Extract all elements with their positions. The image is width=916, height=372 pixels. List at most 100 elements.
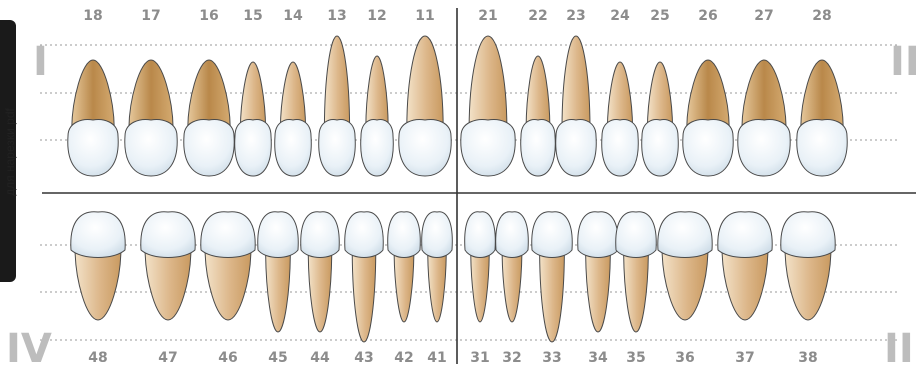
tooth-lower-46	[200, 211, 256, 321]
tooth-number-label: 12	[367, 8, 387, 24]
tooth-number-label: 25	[650, 8, 670, 24]
tooth-root	[585, 247, 611, 333]
tooth-root	[323, 35, 351, 131]
tooth-lower-35	[615, 211, 657, 333]
tooth-lower-43	[344, 211, 384, 343]
tooth-root	[501, 247, 523, 323]
tooth-upper-11	[398, 35, 452, 177]
tooth-root	[686, 59, 730, 131]
tooth-crown	[460, 119, 516, 177]
tooth-upper-17	[124, 59, 178, 177]
quadrant-label-4: IV	[6, 326, 52, 372]
tooth-root	[239, 61, 267, 131]
tooth-upper-13	[318, 35, 356, 177]
tooth-root	[525, 55, 551, 131]
tooth-upper-25	[641, 61, 679, 177]
tooth-root	[74, 247, 122, 321]
tooth-crown	[183, 119, 235, 177]
tooth-number-label: 21	[478, 8, 498, 24]
quadrant-label-3: III	[884, 326, 916, 372]
quadrant-label-2: II	[890, 39, 916, 85]
tooth-crown	[318, 119, 356, 177]
tooth-upper-15	[234, 61, 272, 177]
tooth-root	[427, 247, 447, 323]
tooth-crown	[360, 119, 394, 177]
tooth-lower-44	[300, 211, 340, 333]
tooth-number-label: 16	[199, 8, 219, 24]
tooth-upper-12	[360, 55, 394, 177]
tooth-crown	[234, 119, 272, 177]
tooth-crown	[495, 211, 529, 258]
tooth-number-label: 22	[528, 8, 548, 24]
tooth-crown	[344, 211, 384, 258]
tooth-lower-34	[577, 211, 619, 333]
lower-teeth	[70, 211, 836, 343]
tooth-crown	[200, 211, 256, 258]
tooth-crown	[601, 119, 639, 177]
tooth-lower-36	[657, 211, 713, 321]
tooth-lower-32	[495, 211, 529, 323]
tooth-root	[606, 61, 634, 131]
tooth-crown	[300, 211, 340, 258]
tooth-upper-24	[601, 61, 639, 177]
tooth-upper-18	[67, 59, 119, 177]
tooth-upper-23	[555, 35, 597, 177]
tooth-root	[661, 247, 709, 321]
tooth-root	[468, 35, 508, 131]
tooth-crown	[717, 211, 773, 258]
tooth-crown	[257, 211, 299, 258]
tooth-root	[187, 59, 231, 131]
tooth-number-label: 32	[502, 350, 522, 366]
tooth-number-label: 44	[310, 350, 330, 366]
tooth-upper-27	[737, 59, 791, 177]
tooth-crown	[531, 211, 573, 258]
tooth-number-label: 43	[354, 350, 374, 366]
tooth-upper-28	[796, 59, 848, 177]
tooth-lower-45	[257, 211, 299, 333]
tooth-crown	[140, 211, 196, 258]
tooth-crown	[520, 119, 556, 177]
tooth-root	[741, 59, 787, 131]
tooth-lower-33	[531, 211, 573, 343]
tooth-lower-31	[464, 211, 496, 323]
tooth-root	[393, 247, 415, 323]
tooth-number-label: 33	[542, 350, 562, 366]
tooth-root	[128, 59, 174, 131]
tooth-number-label: 11	[415, 8, 435, 24]
tooth-crown	[615, 211, 657, 258]
tooth-number-label: 17	[141, 8, 161, 24]
tooth-root	[265, 247, 291, 333]
tooth-number-label: 37	[735, 350, 755, 366]
tooth-root	[800, 59, 844, 131]
tooth-number-label: 23	[566, 8, 586, 24]
tooth-number-label: 35	[626, 350, 646, 366]
tooth-upper-26	[682, 59, 734, 177]
tooth-number-label: 15	[243, 8, 263, 24]
tooth-number-label: 45	[268, 350, 288, 366]
tooth-crown	[657, 211, 713, 258]
tooth-crown	[387, 211, 421, 258]
tooth-root	[351, 247, 377, 343]
tooth-root	[144, 247, 192, 321]
tooth-number-label: 13	[327, 8, 347, 24]
tooth-crown	[796, 119, 848, 177]
tooth-number-label: 27	[754, 8, 774, 24]
tooth-root	[307, 247, 333, 333]
tooth-root	[204, 247, 252, 321]
tooth-number-label: 36	[675, 350, 695, 366]
tooth-upper-22	[520, 55, 556, 177]
tooth-root	[721, 247, 769, 321]
tooth-crown	[577, 211, 619, 258]
tooth-number-label: 24	[610, 8, 630, 24]
tooth-crown	[555, 119, 597, 177]
tooth-root	[71, 59, 115, 131]
tooth-root	[470, 247, 490, 323]
tooth-crown	[274, 119, 312, 177]
tooth-number-label: 38	[798, 350, 818, 366]
tooth-number-label: 42	[394, 350, 414, 366]
tooth-crown	[70, 211, 126, 258]
tooth-root	[365, 55, 389, 131]
tooth-root	[784, 247, 832, 321]
tooth-upper-14	[274, 61, 312, 177]
tooth-root	[406, 35, 444, 131]
